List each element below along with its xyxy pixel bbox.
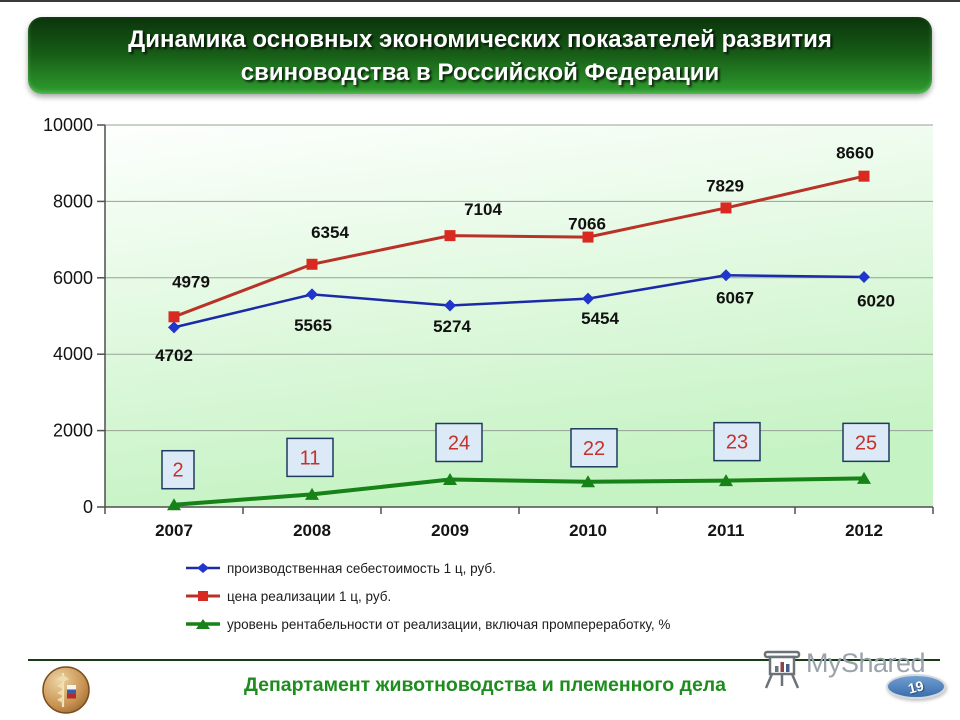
data-label-box xyxy=(842,422,890,463)
wheat-leaf xyxy=(63,675,69,682)
data-label: 7066 xyxy=(568,215,606,234)
myshared-watermark-text: MyShared xyxy=(806,648,926,678)
data-label: 7104 xyxy=(464,200,502,219)
slide-title-line1: Динамика основных экономических показате… xyxy=(128,25,832,53)
legend-item-2: уровень рентабельности от реализации, вк… xyxy=(186,616,670,632)
triangle-marker xyxy=(857,471,871,484)
data-label: 4702 xyxy=(155,346,193,365)
wheat-leaf xyxy=(57,675,63,682)
series-line-2 xyxy=(173,476,865,507)
square-marker xyxy=(582,231,594,243)
data-label: 24 xyxy=(448,432,470,454)
triangle-marker xyxy=(719,474,733,487)
triangle-marker xyxy=(581,475,595,488)
square-marker xyxy=(444,230,456,242)
page-number: 19 xyxy=(906,676,926,697)
triangle-marker xyxy=(167,498,181,511)
data-label: 6020 xyxy=(857,292,895,311)
y-axis-label: 2000 xyxy=(53,421,93,441)
legend-item-1: цена реализации 1 ц, руб. xyxy=(186,588,670,604)
data-label-box xyxy=(570,428,618,468)
myshared-watermark-icon xyxy=(763,650,801,689)
data-label-box xyxy=(435,422,483,463)
page-number-badge: 19 xyxy=(886,674,946,699)
legend-label: уровень рентабельности от реализации, вк… xyxy=(227,616,671,632)
legend-triangle-marker xyxy=(186,619,220,629)
data-label: 2 xyxy=(172,460,183,482)
wheat-leaf xyxy=(57,689,63,696)
footer-divider xyxy=(28,659,940,661)
data-label-box xyxy=(713,421,761,462)
y-axis-label: 4000 xyxy=(53,344,93,364)
slide-title-line2: свиноводства в Российской Федерации xyxy=(240,58,720,86)
data-label: 11 xyxy=(300,447,321,469)
data-label-box xyxy=(286,437,334,478)
flag-white-stripe xyxy=(67,685,76,690)
diamond-marker xyxy=(720,269,732,282)
x-axis-label: 2010 xyxy=(569,521,607,540)
x-axis-label: 2008 xyxy=(293,521,331,540)
footer-department-title: Департамент животноводства и племенного … xyxy=(243,674,727,696)
data-label: 5454 xyxy=(581,309,619,328)
triangle-marker xyxy=(305,487,319,500)
y-axis-label: 8000 xyxy=(53,191,93,211)
data-label: 7829 xyxy=(706,176,744,195)
top-border-strip xyxy=(0,0,960,2)
plot-area xyxy=(105,125,933,507)
x-axis-label: 2012 xyxy=(845,521,883,540)
square-marker xyxy=(306,258,318,270)
data-label: 4979 xyxy=(172,272,210,291)
diamond-marker xyxy=(444,299,456,312)
triangle-marker xyxy=(443,472,457,485)
wheat-leaf xyxy=(57,696,63,703)
y-axis-label: 6000 xyxy=(53,268,93,288)
x-axis-label: 2009 xyxy=(431,521,469,540)
myshared-watermark: MyShared xyxy=(762,648,926,692)
series-line-0 xyxy=(173,273,865,329)
logo-circle xyxy=(42,666,90,714)
wheat-leaf xyxy=(57,682,63,689)
diamond-marker xyxy=(582,292,594,305)
y-axis-label: 10000 xyxy=(43,115,93,135)
data-label: 6067 xyxy=(716,289,754,308)
data-label: 23 xyxy=(726,432,748,454)
x-axis-label: 2011 xyxy=(708,521,745,540)
data-label: 25 xyxy=(855,432,877,454)
x-axis-label: 2007 xyxy=(155,521,193,540)
legend-label: производственная себестоимость 1 ц, руб. xyxy=(227,560,496,576)
square-marker xyxy=(858,170,870,182)
diamond-marker xyxy=(306,288,318,301)
economics-line-chart: 0 2000 4000 6000 8000 10000 2007 2008 2009 2010 20… xyxy=(43,115,934,540)
data-label: 22 xyxy=(583,438,605,460)
data-label: 6354 xyxy=(311,223,349,242)
data-label: 8660 xyxy=(836,144,874,163)
chart-legend: производственная себестоимость 1 ц, руб.… xyxy=(186,560,670,632)
diamond-marker xyxy=(858,271,870,284)
data-label: 5274 xyxy=(433,317,471,336)
slide-title-banner: Динамика основных экономических показате… xyxy=(28,17,932,94)
legend-item-0: производственная себестоимость 1 ц, руб. xyxy=(186,560,670,576)
flag-blue-stripe xyxy=(67,689,76,694)
legend-diamond-marker xyxy=(186,563,220,573)
series-line-1 xyxy=(173,174,865,319)
square-marker xyxy=(720,202,732,214)
data-label: 5565 xyxy=(294,316,332,335)
data-label-box xyxy=(161,449,195,490)
legend-square-marker xyxy=(186,591,220,601)
flag-red-stripe xyxy=(67,694,76,699)
legend-label: цена реализации 1 ц, руб. xyxy=(227,588,392,604)
square-marker xyxy=(168,311,180,323)
diamond-marker xyxy=(168,321,180,334)
y-axis-label: 0 xyxy=(83,497,93,517)
ministry-logo xyxy=(42,666,90,714)
